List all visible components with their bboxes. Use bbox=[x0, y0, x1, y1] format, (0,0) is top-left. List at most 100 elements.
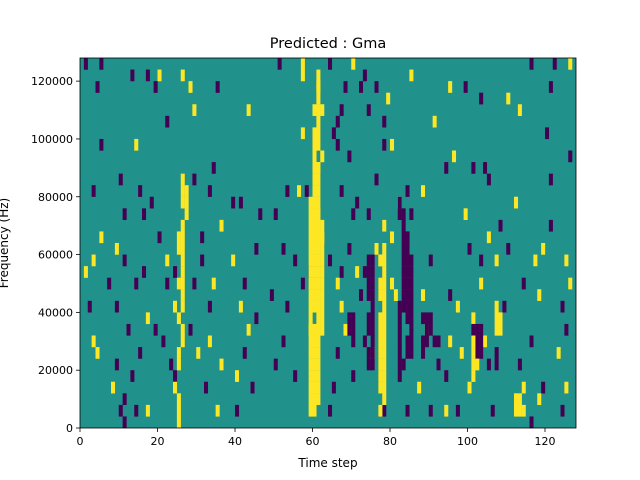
heatmap-cell bbox=[432, 335, 437, 348]
heatmap-cell bbox=[238, 196, 243, 209]
heatmap-cell bbox=[328, 254, 333, 267]
heatmap-cell bbox=[366, 358, 371, 371]
heatmap-cell bbox=[370, 300, 375, 313]
heatmap-cell bbox=[452, 150, 457, 163]
heatmap-cell bbox=[196, 347, 201, 359]
heatmap-cell bbox=[471, 323, 476, 336]
heatmap-cell bbox=[366, 254, 371, 267]
heatmap-cell bbox=[331, 381, 336, 394]
heatmap-cell bbox=[494, 323, 499, 336]
heatmap-cell bbox=[409, 312, 414, 325]
heatmap-cell bbox=[246, 323, 251, 336]
heatmap-cell bbox=[320, 312, 325, 325]
heatmap-cell bbox=[424, 323, 429, 336]
heatmap-cell bbox=[339, 300, 344, 313]
heatmap-cell bbox=[537, 289, 542, 301]
heatmap-cell bbox=[529, 416, 534, 429]
heatmap-cell bbox=[316, 393, 321, 406]
x-tick-label: 40 bbox=[228, 435, 242, 448]
heatmap-cell bbox=[320, 323, 325, 336]
heatmap-cell bbox=[312, 162, 317, 174]
heatmap-cell bbox=[382, 404, 387, 417]
heatmap-cell bbox=[235, 404, 240, 417]
heatmap-cell bbox=[362, 266, 367, 278]
heatmap-cell bbox=[366, 104, 371, 116]
heatmap-cell bbox=[126, 323, 131, 336]
heatmap-cell bbox=[397, 335, 402, 348]
heatmap-cell bbox=[370, 266, 375, 278]
heatmap-cell bbox=[382, 393, 387, 406]
heatmap-cell bbox=[316, 219, 321, 232]
heatmap-cell bbox=[328, 58, 333, 70]
heatmap-cell bbox=[316, 300, 321, 313]
x-tick-label: 100 bbox=[457, 435, 478, 448]
heatmap-cell bbox=[312, 219, 317, 232]
heatmap-cell bbox=[114, 300, 119, 313]
heatmap-cell bbox=[308, 208, 313, 221]
heatmap-cell bbox=[250, 381, 255, 394]
heatmap-cell bbox=[378, 254, 383, 267]
heatmap-cell bbox=[545, 127, 550, 140]
heatmap-cell bbox=[316, 277, 321, 290]
heatmap-cell bbox=[316, 312, 321, 325]
heatmap-cell bbox=[308, 335, 313, 348]
heatmap-cell bbox=[401, 208, 406, 221]
plot-area bbox=[79, 57, 577, 429]
heatmap-cell bbox=[316, 92, 321, 105]
heatmap-cell bbox=[382, 312, 387, 325]
heatmap-cell bbox=[316, 138, 321, 151]
heatmap-cell bbox=[320, 243, 325, 255]
heatmap-cell bbox=[351, 335, 356, 348]
heatmap-cell bbox=[180, 196, 185, 209]
heatmap-cell bbox=[401, 300, 406, 313]
heatmap-cell bbox=[490, 404, 495, 417]
heatmap-cell bbox=[494, 358, 499, 371]
heatmap-cell bbox=[339, 104, 344, 116]
heatmap-cell bbox=[320, 266, 325, 278]
heatmap-cell bbox=[494, 347, 499, 359]
heatmap-cell bbox=[312, 196, 317, 209]
heatmap-cell bbox=[176, 243, 181, 255]
heatmap-cell bbox=[316, 370, 321, 382]
heatmap-cell bbox=[297, 185, 302, 197]
heatmap-cell bbox=[122, 208, 127, 221]
heatmap-cell bbox=[173, 370, 178, 382]
heatmap-cell bbox=[308, 370, 313, 382]
plot-background bbox=[80, 58, 576, 428]
heatmap-cell bbox=[421, 185, 426, 197]
heatmap-cell bbox=[277, 58, 282, 70]
heatmap-cell bbox=[409, 277, 414, 290]
heatmap-cell bbox=[378, 381, 383, 394]
heatmap-cell bbox=[312, 335, 317, 348]
heatmap-cell bbox=[514, 404, 519, 417]
heatmap-cell bbox=[351, 323, 356, 336]
heatmap-cell bbox=[320, 231, 325, 244]
chart-title: Predicted : Gma bbox=[270, 36, 386, 52]
heatmap-cell bbox=[87, 300, 92, 313]
heatmap-cell bbox=[486, 358, 491, 371]
heatmap-cell bbox=[184, 185, 189, 197]
heatmap-cell bbox=[494, 312, 499, 325]
heatmap-cell bbox=[308, 300, 313, 313]
heatmap-cell bbox=[382, 243, 387, 255]
heatmap-cell bbox=[498, 323, 503, 336]
heatmap-cell bbox=[374, 173, 379, 186]
heatmap-cell bbox=[409, 208, 414, 221]
heatmap-cell bbox=[529, 335, 534, 348]
plot-frame bbox=[79, 57, 577, 429]
heatmap-cell bbox=[312, 323, 317, 336]
heatmap-cell bbox=[316, 185, 321, 197]
heatmap-cell bbox=[300, 58, 305, 70]
heatmap-cell bbox=[312, 277, 317, 290]
heatmap-cell bbox=[397, 196, 402, 209]
x-axis-label: Time step bbox=[297, 456, 357, 470]
heatmap-cell bbox=[316, 208, 321, 221]
heatmap-cell bbox=[99, 138, 104, 151]
heatmap-cell bbox=[176, 277, 181, 290]
heatmap-cell bbox=[180, 69, 185, 82]
heatmap-cell bbox=[180, 277, 185, 290]
heatmap-cell bbox=[258, 208, 263, 221]
heatmap-cell bbox=[370, 289, 375, 301]
heatmap-cell bbox=[184, 196, 189, 209]
heatmap-cell bbox=[122, 254, 127, 267]
